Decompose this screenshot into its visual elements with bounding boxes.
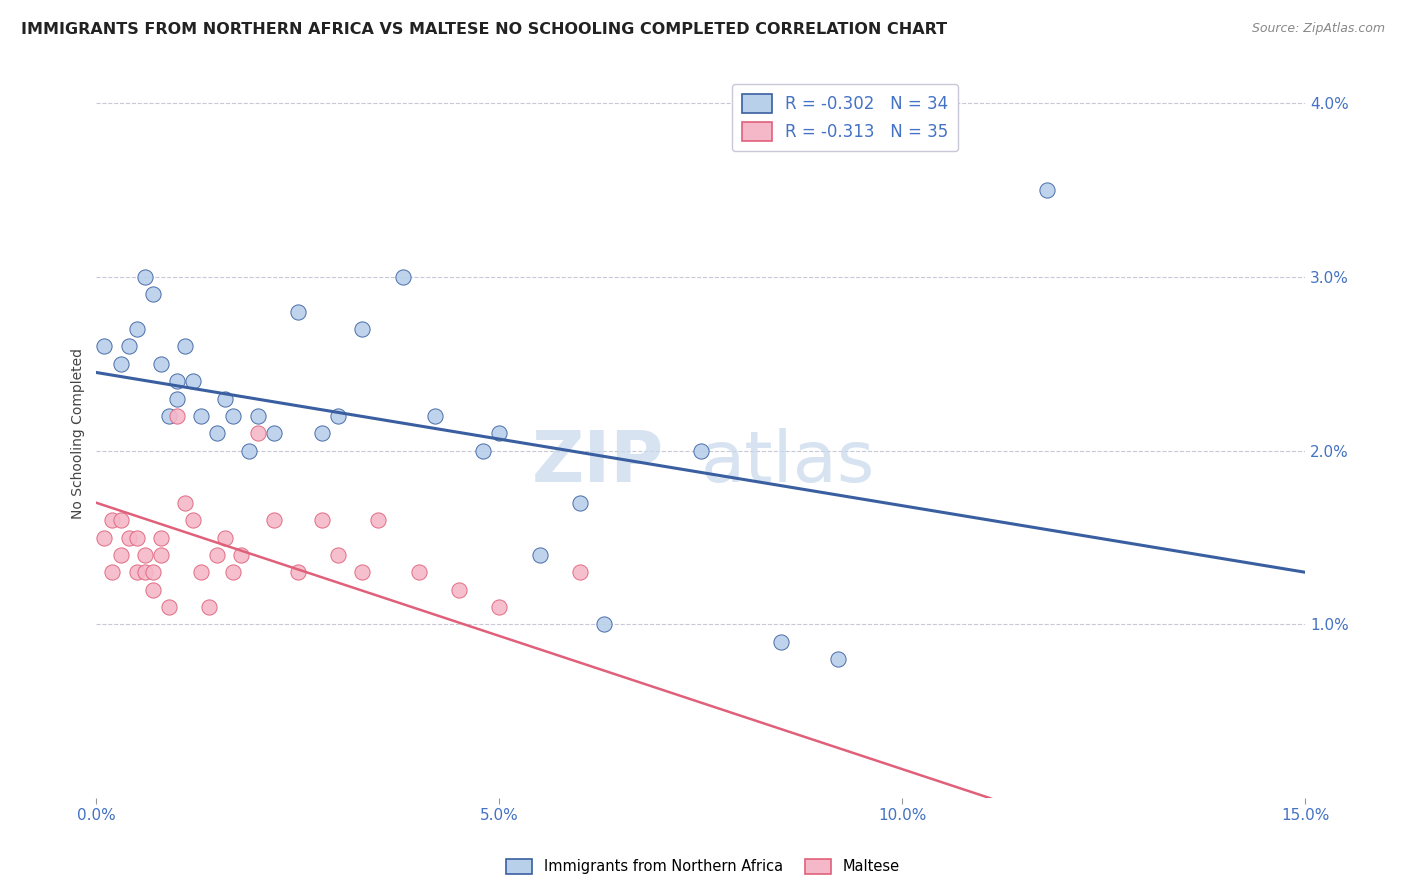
Point xyxy=(238,443,260,458)
Point xyxy=(101,513,124,527)
Point xyxy=(93,339,115,353)
Point xyxy=(593,617,616,632)
Point xyxy=(352,322,374,336)
Point xyxy=(134,269,156,284)
Point xyxy=(181,374,204,388)
Point xyxy=(93,531,115,545)
Point xyxy=(326,548,349,562)
Point xyxy=(246,409,269,423)
Point xyxy=(391,269,413,284)
Point xyxy=(142,287,165,301)
Point xyxy=(149,548,172,562)
Point xyxy=(529,548,551,562)
Text: Source: ZipAtlas.com: Source: ZipAtlas.com xyxy=(1251,22,1385,36)
Point xyxy=(157,409,180,423)
Point xyxy=(174,496,197,510)
Text: IMMIGRANTS FROM NORTHERN AFRICA VS MALTESE NO SCHOOLING COMPLETED CORRELATION CH: IMMIGRANTS FROM NORTHERN AFRICA VS MALTE… xyxy=(21,22,948,37)
Point xyxy=(488,426,510,441)
Point xyxy=(488,599,510,614)
Point xyxy=(423,409,446,423)
Point xyxy=(117,339,139,353)
Point xyxy=(287,566,309,580)
Point xyxy=(311,513,333,527)
Point xyxy=(287,304,309,318)
Point xyxy=(214,392,236,406)
Text: atlas: atlas xyxy=(700,428,875,497)
Point xyxy=(157,599,180,614)
Point xyxy=(110,548,132,562)
Point xyxy=(263,426,285,441)
Point xyxy=(125,566,148,580)
Point xyxy=(231,548,253,562)
Point xyxy=(1036,183,1059,197)
Point xyxy=(246,426,269,441)
Point xyxy=(190,409,212,423)
Point xyxy=(352,566,374,580)
Point xyxy=(326,409,349,423)
Point xyxy=(174,339,197,353)
Point xyxy=(770,634,793,648)
Point xyxy=(149,357,172,371)
Legend: R = -0.302   N = 34, R = -0.313   N = 35: R = -0.302 N = 34, R = -0.313 N = 35 xyxy=(731,84,959,151)
Point xyxy=(568,496,591,510)
Point xyxy=(181,513,204,527)
Point xyxy=(125,531,148,545)
Point xyxy=(568,566,591,580)
Point xyxy=(205,426,228,441)
Point xyxy=(142,566,165,580)
Point xyxy=(101,566,124,580)
Point xyxy=(117,531,139,545)
Point xyxy=(408,566,430,580)
Point xyxy=(134,566,156,580)
Point xyxy=(198,599,221,614)
Point xyxy=(134,548,156,562)
Point xyxy=(166,374,188,388)
Point xyxy=(222,409,245,423)
Point xyxy=(190,566,212,580)
Point xyxy=(205,548,228,562)
Point xyxy=(263,513,285,527)
Point xyxy=(110,357,132,371)
Point xyxy=(149,531,172,545)
Point xyxy=(827,652,849,666)
Point xyxy=(222,566,245,580)
Point xyxy=(125,322,148,336)
Point xyxy=(166,392,188,406)
Point xyxy=(447,582,470,597)
Text: ZIP: ZIP xyxy=(533,428,665,497)
Point xyxy=(367,513,389,527)
Y-axis label: No Schooling Completed: No Schooling Completed xyxy=(72,348,86,519)
Point xyxy=(472,443,495,458)
Legend: Immigrants from Northern Africa, Maltese: Immigrants from Northern Africa, Maltese xyxy=(501,853,905,880)
Point xyxy=(142,582,165,597)
Point xyxy=(110,513,132,527)
Point xyxy=(214,531,236,545)
Point xyxy=(311,426,333,441)
Point xyxy=(689,443,711,458)
Point xyxy=(166,409,188,423)
